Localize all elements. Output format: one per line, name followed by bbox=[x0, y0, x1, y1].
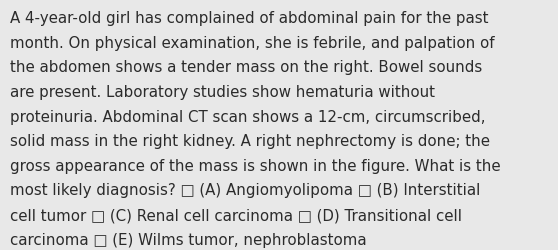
Text: cell tumor □ (C) Renal cell carcinoma □ (D) Transitional cell: cell tumor □ (C) Renal cell carcinoma □ … bbox=[10, 207, 462, 222]
Text: month. On physical examination, she is febrile, and palpation of: month. On physical examination, she is f… bbox=[10, 36, 495, 51]
Text: gross appearance of the mass is shown in the figure. What is the: gross appearance of the mass is shown in… bbox=[10, 158, 501, 173]
Text: proteinuria. Abdominal CT scan shows a 12-cm, circumscribed,: proteinuria. Abdominal CT scan shows a 1… bbox=[10, 109, 485, 124]
Text: carcinoma □ (E) Wilms tumor, nephroblastoma: carcinoma □ (E) Wilms tumor, nephroblast… bbox=[10, 232, 367, 247]
Text: are present. Laboratory studies show hematuria without: are present. Laboratory studies show hem… bbox=[10, 85, 435, 100]
Text: A 4-year-old girl has complained of abdominal pain for the past: A 4-year-old girl has complained of abdo… bbox=[10, 11, 489, 26]
Text: solid mass in the right kidney. A right nephrectomy is done; the: solid mass in the right kidney. A right … bbox=[10, 134, 490, 149]
Text: most likely diagnosis? □ (A) Angiomyolipoma □ (B) Interstitial: most likely diagnosis? □ (A) Angiomyolip… bbox=[10, 183, 480, 198]
Text: the abdomen shows a tender mass on the right. Bowel sounds: the abdomen shows a tender mass on the r… bbox=[10, 60, 482, 75]
